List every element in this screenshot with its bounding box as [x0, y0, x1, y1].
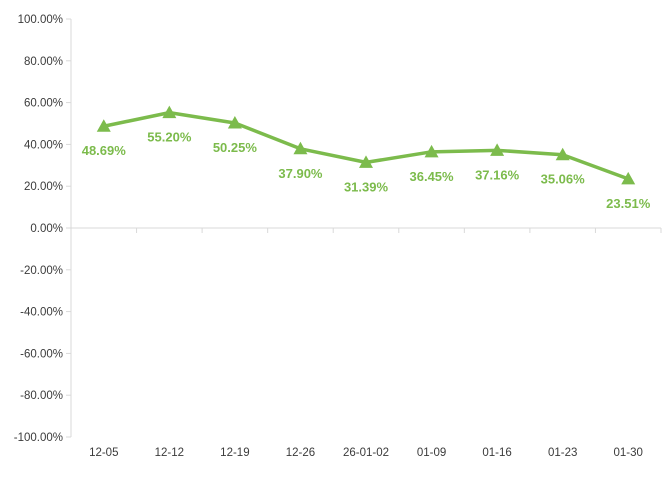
y-axis-tick-label: 60.00% [24, 98, 63, 110]
x-axis-category-label: 01-23 [548, 447, 577, 459]
y-axis-tick-label: 40.00% [24, 139, 63, 151]
x-axis-category-label: 12-12 [155, 447, 184, 459]
x-axis-category-label: 12-26 [286, 447, 315, 459]
series-line [102, 110, 630, 181]
data-point-marker [621, 171, 636, 185]
x-axis-category-label: 01-09 [417, 447, 446, 459]
data-point-label: 23.51% [606, 196, 651, 211]
data-point-label: 48.69% [82, 143, 127, 158]
data-point-marker [555, 147, 570, 161]
data-point-marker [96, 119, 111, 132]
data-point-marker [359, 155, 373, 168]
x-axis-category-label: 01-16 [482, 447, 511, 459]
data-point-label: 31.39% [344, 179, 389, 194]
y-axis-tick-label: 0.00% [30, 223, 63, 235]
x-axis-category-label: 26-01-02 [343, 447, 389, 459]
data-point-marker [490, 143, 505, 156]
y-axis-tick-label: 100.00% [18, 14, 63, 26]
x-axis-category-label: 12-05 [89, 447, 118, 459]
x-axis-category-label: 01-30 [614, 447, 643, 459]
y-axis-tick-label: -80.00% [20, 390, 63, 402]
y-axis-tick-label: 20.00% [24, 181, 63, 193]
data-point-label: 35.06% [541, 172, 586, 187]
data-point-marker [293, 141, 308, 155]
y-axis-tick-label: -20.00% [20, 265, 63, 277]
data-point-marker [162, 105, 177, 119]
data-point-label: 37.90% [278, 166, 323, 181]
data-point-marker [227, 115, 242, 129]
x-axis-category-label: 12-19 [220, 447, 249, 459]
y-axis-tick-label: -60.00% [20, 348, 63, 360]
y-axis-tick-label: -40.00% [20, 307, 63, 319]
y-axis-tick-label: 80.00% [24, 56, 63, 68]
data-point-label: 37.16% [475, 167, 520, 182]
y-axis-tick-label: -100.00% [14, 432, 63, 444]
data-point-label: 36.45% [410, 169, 455, 184]
data-point-label: 55.20% [147, 130, 192, 145]
data-point-label: 50.25% [213, 140, 258, 155]
data-point-marker [424, 144, 439, 158]
